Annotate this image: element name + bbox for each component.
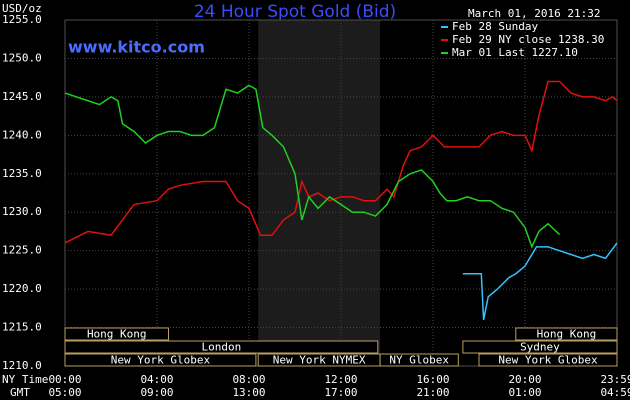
y-tick-label: 1250.0 [2, 51, 42, 64]
x-tick-label: 08:00 [232, 373, 265, 386]
line [462, 242, 618, 321]
y-tick-label: 1255.0 [2, 13, 42, 26]
session-bar [379, 353, 459, 367]
legend-label: Mar 01 Last 1227.10 [452, 46, 578, 59]
x-tick-label: 00:00 [48, 373, 81, 386]
x-tick-label: 04:00 [140, 373, 173, 386]
session-label: New York Globex [498, 354, 598, 367]
session-bar [515, 327, 618, 341]
y-tick-label: 1235.0 [2, 167, 42, 180]
y-unit: USD/oz [2, 2, 42, 15]
y-tick-label: 1215.0 [2, 321, 42, 334]
website: www.kitco.com [68, 38, 205, 57]
x-row-label: GMT [10, 386, 30, 399]
y-tick-label: 1230.0 [2, 205, 42, 218]
x-tick-label-gmt: 04:59 [600, 386, 630, 399]
session-label: NY Globex [389, 354, 449, 367]
line [64, 84, 561, 249]
x-tick-label-gmt: 09:00 [140, 386, 173, 399]
x-tick-label-gmt: 17:00 [324, 386, 357, 399]
x-tick-label: 16:00 [416, 373, 449, 386]
session-label: Sydney [520, 341, 560, 354]
y-tick-label: 1210.0 [2, 359, 42, 372]
x-tick-label: 12:00 [324, 373, 357, 386]
session-bar [462, 340, 618, 354]
y-tick-label: 1225.0 [2, 244, 42, 257]
y-tick-label: 1245.0 [2, 90, 42, 103]
legend-label: Feb 28 Sunday [452, 20, 538, 33]
x-row-label: NY Time [2, 373, 48, 386]
x-tick-label-gmt: 13:00 [232, 386, 265, 399]
y-tick-label: 1220.0 [2, 282, 42, 295]
session-label: New York NYMEX [273, 354, 366, 367]
session-label: London [202, 341, 242, 354]
session-label: New York Globex [111, 354, 211, 367]
timestamp: March 01, 2016 21:32 [468, 7, 600, 20]
x-tick-label-gmt: 21:00 [416, 386, 449, 399]
legend-label: Feb 29 NY close 1238.30 [452, 33, 604, 46]
x-tick-label: 23:59 [600, 373, 630, 386]
session-bar [478, 353, 618, 367]
session-bar [64, 340, 379, 354]
chart-title: 24 Hour Spot Gold (Bid) [194, 2, 396, 22]
y-tick-label: 1240.0 [2, 128, 42, 141]
x-tick-label: 20:00 [508, 373, 541, 386]
x-tick-label-gmt: 01:00 [508, 386, 541, 399]
line [64, 80, 618, 244]
session-bar [64, 327, 169, 341]
session-label: Hong Kong [537, 328, 597, 341]
session-bar [64, 353, 257, 367]
x-tick-label-gmt: 05:00 [48, 386, 81, 399]
session-label: Hong Kong [87, 328, 147, 341]
